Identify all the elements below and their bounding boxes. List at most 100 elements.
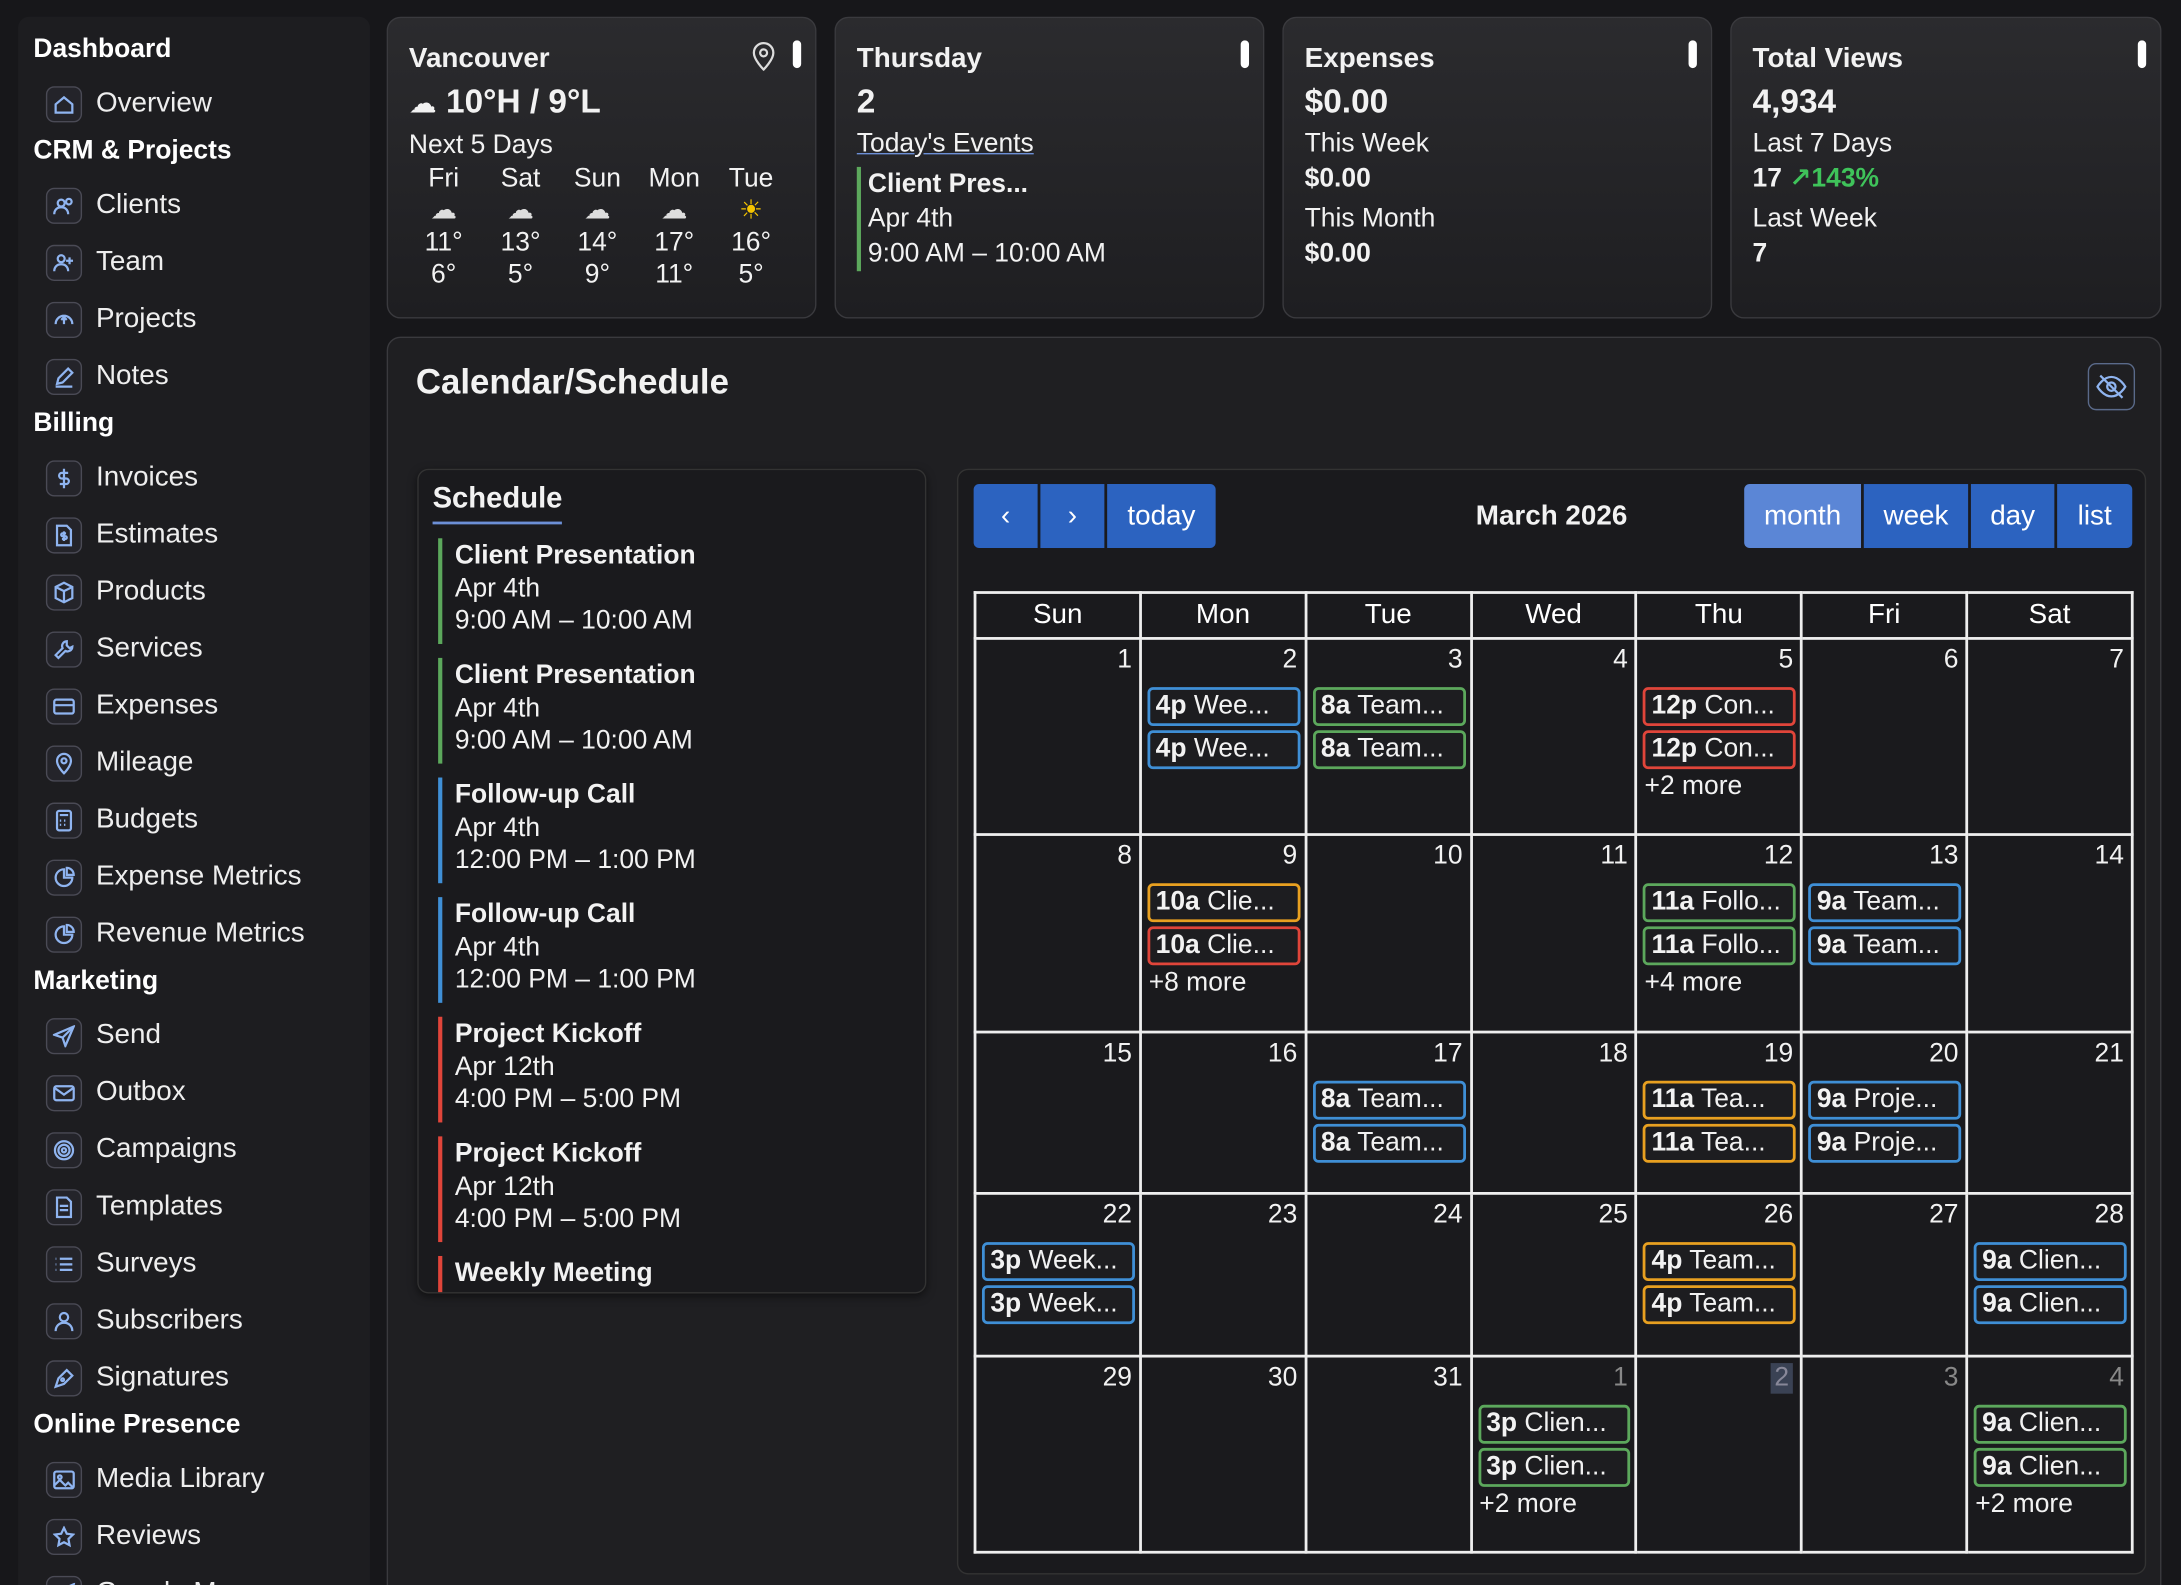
calendar-event[interactable]: 10a Clie... xyxy=(1147,926,1301,966)
day-cell[interactable]: 12 11a Follo... 11a Follo... +4 more xyxy=(1634,833,1803,1034)
sidebar-item-clients[interactable]: Clients xyxy=(18,177,370,234)
calendar-event[interactable]: 4p Wee... xyxy=(1147,687,1301,727)
next-button[interactable]: › xyxy=(1040,484,1105,549)
sidebar-item-subscribers[interactable]: Subscribers xyxy=(18,1292,370,1349)
calendar-event[interactable]: 9a Clien... xyxy=(1973,1285,2127,1325)
calendar-event[interactable]: 11a Tea... xyxy=(1643,1080,1796,1120)
calendar-event[interactable]: 4p Wee... xyxy=(1147,730,1301,770)
day-number[interactable]: 29 xyxy=(1102,1363,1133,1393)
day-number[interactable]: 30 xyxy=(1267,1363,1298,1393)
day-cell[interactable]: 4 xyxy=(1469,637,1638,836)
view-list-button[interactable]: list xyxy=(2057,484,2133,549)
view-week-button[interactable]: week xyxy=(1863,484,1969,549)
day-cell[interactable]: 20 9a Proje... 9a Proje... xyxy=(1800,1030,1969,1195)
day-number[interactable]: 13 xyxy=(1929,841,1959,871)
day-cell[interactable]: 2 xyxy=(1634,1354,1803,1554)
sidebar-item-mileage[interactable]: Mileage xyxy=(18,734,370,791)
sidebar-item-signatures[interactable]: Signatures xyxy=(18,1349,370,1406)
day-cell[interactable]: 16 xyxy=(1138,1030,1308,1195)
day-number[interactable]: 5 xyxy=(1778,645,1794,675)
day-cell[interactable]: 7 xyxy=(1965,637,2134,836)
calendar-event[interactable]: 3p Week... xyxy=(981,1242,1135,1282)
hide-toggle-button[interactable] xyxy=(2087,363,2136,411)
day-cell[interactable]: 17 8a Team... 8a Team... xyxy=(1304,1030,1473,1195)
more-events-link[interactable]: +8 more xyxy=(1148,968,1247,998)
sidebar-item-team[interactable]: Team xyxy=(18,234,370,291)
day-cell[interactable]: 10 xyxy=(1304,833,1473,1034)
day-cell[interactable]: 13 9a Team... 9a Team... xyxy=(1800,833,1969,1034)
sidebar-item-templates[interactable]: Templates xyxy=(18,1178,370,1235)
day-number[interactable]: 26 xyxy=(1763,1200,1794,1230)
card-handle[interactable] xyxy=(2137,40,2147,69)
day-cell[interactable]: 4 9a Clien... 9a Clien... +2 more xyxy=(1965,1354,2134,1554)
day-number[interactable]: 4 xyxy=(1613,645,1628,675)
day-number[interactable]: 28 xyxy=(2094,1200,2124,1230)
day-number[interactable]: 10 xyxy=(1433,841,1463,871)
day-number[interactable]: 6 xyxy=(1943,645,1959,675)
calendar-event[interactable]: 11a Tea... xyxy=(1643,1123,1796,1163)
card-handle[interactable] xyxy=(792,40,802,69)
today-event[interactable]: Client Pres... Apr 4th 9:00 AM – 10:00 A… xyxy=(856,166,1242,272)
view-day-button[interactable]: day xyxy=(1970,484,2055,549)
day-cell[interactable]: 25 xyxy=(1469,1192,1638,1358)
day-cell[interactable]: 19 11a Tea... 11a Tea... xyxy=(1634,1030,1803,1195)
day-cell[interactable]: 30 xyxy=(1138,1354,1308,1554)
calendar-event[interactable]: 8a Team... xyxy=(1312,1080,1466,1120)
card-handle[interactable] xyxy=(1688,40,1697,69)
schedule-event[interactable]: Client Presentation Apr 4th 9:00 AM – 10:0… xyxy=(438,657,925,764)
schedule-event[interactable]: Follow-up Call Apr 4th 12:00 PM – 1:00 PM xyxy=(438,777,925,884)
calendar-event[interactable]: 9a Proje... xyxy=(1808,1123,1962,1163)
day-number[interactable]: 27 xyxy=(1929,1200,1959,1230)
calendar-event[interactable]: 9a Team... xyxy=(1808,926,1962,966)
calendar-event[interactable]: 4p Team... xyxy=(1643,1242,1796,1282)
calendar-event[interactable]: 3p Week... xyxy=(981,1285,1135,1325)
day-number[interactable]: 14 xyxy=(2094,841,2124,871)
sidebar-item-budgets[interactable]: Budgets xyxy=(18,791,370,848)
day-cell[interactable]: 31 xyxy=(1304,1354,1473,1554)
day-number[interactable]: 16 xyxy=(1267,1039,1298,1069)
day-cell[interactable]: 9 10a Clie... 10a Clie... +8 more xyxy=(1138,833,1308,1034)
day-number[interactable]: 8 xyxy=(1117,841,1133,871)
sidebar-item-services[interactable]: Services xyxy=(18,620,370,677)
schedule-event[interactable]: Follow-up Call Apr 4th 12:00 PM – 1:00 PM xyxy=(438,897,925,1003)
day-cell[interactable]: 21 xyxy=(1965,1030,2134,1195)
day-cell[interactable]: 14 xyxy=(1965,833,2134,1034)
calendar-event[interactable]: 8a Team... xyxy=(1312,687,1466,727)
calendar-event[interactable]: 8a Team... xyxy=(1312,730,1466,770)
day-cell[interactable]: 26 4p Team... 4p Team... xyxy=(1634,1192,1803,1358)
schedule-event[interactable]: Client Presentation Apr 4th 9:00 AM – 10:0… xyxy=(438,538,925,644)
sidebar-item-products[interactable]: Products xyxy=(18,563,370,620)
more-events-link[interactable]: +2 more xyxy=(1479,1489,1577,1519)
day-number[interactable]: 20 xyxy=(1929,1039,1959,1069)
today-button[interactable]: today xyxy=(1107,484,1216,549)
schedule-event[interactable]: Project Kickoff Apr 12th 4:00 PM – 5:00 PM xyxy=(438,1136,925,1243)
sidebar-item-reviews[interactable]: Reviews xyxy=(18,1508,370,1565)
day-cell[interactable]: 5 12p Con... 12p Con... +2 more xyxy=(1634,637,1803,836)
calendar-event[interactable]: 9a Clien... xyxy=(1973,1404,2127,1444)
calendar-event[interactable]: 12p Con... xyxy=(1643,730,1796,770)
day-number[interactable]: 7 xyxy=(2109,645,2124,675)
day-number[interactable]: 17 xyxy=(1433,1039,1463,1069)
day-cell[interactable]: 11 xyxy=(1469,833,1638,1034)
calendar-event[interactable]: 8a Team... xyxy=(1312,1123,1466,1163)
day-cell[interactable]: 22 3p Week... 3p Week... xyxy=(973,1192,1142,1358)
day-number[interactable]: 23 xyxy=(1267,1200,1298,1230)
sidebar-item-revenue-metrics[interactable]: Revenue Metrics xyxy=(18,905,370,962)
day-cell[interactable]: 1 xyxy=(973,637,1142,836)
calendar-event[interactable]: 9a Proje... xyxy=(1808,1080,1962,1120)
day-number[interactable]: 25 xyxy=(1598,1200,1628,1230)
sidebar-item-expenses[interactable]: Expenses xyxy=(18,677,370,734)
calendar-event[interactable]: 11a Follo... xyxy=(1643,883,1796,923)
day-cell[interactable]: 8 xyxy=(973,833,1142,1034)
day-number[interactable]: 19 xyxy=(1763,1039,1794,1069)
day-cell[interactable]: 6 xyxy=(1800,637,1969,836)
day-cell[interactable]: 29 xyxy=(973,1354,1142,1554)
schedule-event[interactable]: Weekly Meeting xyxy=(438,1255,925,1293)
sidebar-item-google-maps[interactable]: Google Maps xyxy=(18,1565,370,1585)
day-number[interactable]: 12 xyxy=(1763,841,1794,871)
sidebar-item-outbox[interactable]: Outbox xyxy=(18,1064,370,1121)
day-cell[interactable]: 2 4p Wee... 4p Wee... xyxy=(1138,637,1308,836)
day-cell[interactable]: 1 3p Clien... 3p Clien... +2 more xyxy=(1469,1354,1638,1554)
day-number[interactable]: 2 xyxy=(1770,1363,1794,1394)
sidebar-item-estimates[interactable]: Estimates xyxy=(18,506,370,563)
